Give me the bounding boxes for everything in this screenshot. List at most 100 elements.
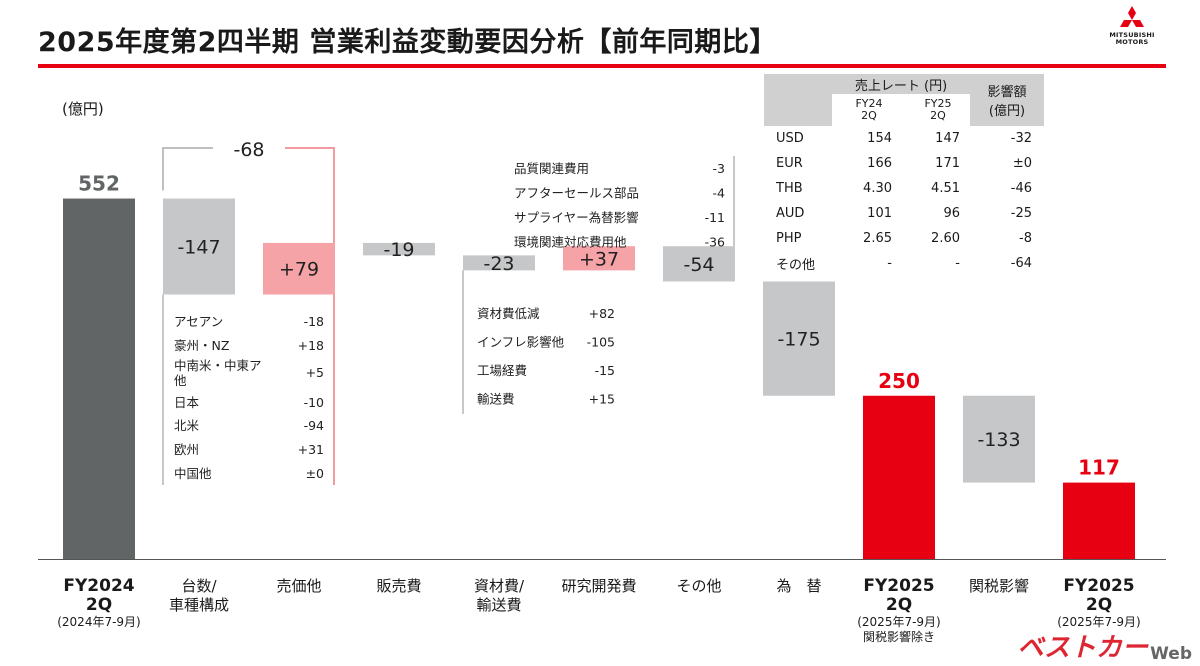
volume-breakdown-label: アセアン	[174, 314, 223, 329]
fx-row: その他 - - -64	[764, 251, 1044, 276]
fx-col-fy25-l2: 2Q	[930, 109, 946, 122]
fx-rate-table: 売上レート (円) 影響額 (億円) FY24 2Q FY25 2Q USD 15…	[764, 74, 1044, 276]
watermark-brand: ベストカー	[1017, 633, 1148, 663]
fx-fy24: 2.65	[863, 231, 892, 246]
materials-breakdown-label: 工場経費	[477, 363, 527, 378]
fx-fy25: 171	[935, 156, 960, 171]
fx-impact: -64	[1010, 256, 1032, 271]
waterfall-bar	[163, 198, 235, 295]
other-breakdown-label: 環境関連対応費用他	[514, 235, 627, 250]
fx-impact: -32	[1010, 131, 1032, 146]
volume-breakdown-label: 日本	[174, 395, 200, 410]
fx-fy24: -	[887, 256, 892, 271]
bar-value-label: +79	[279, 259, 319, 281]
volume-breakdown-value: -10	[304, 395, 324, 410]
other-breakdown-value: -11	[705, 210, 725, 225]
bar-value-label: -54	[683, 254, 714, 276]
unit-label: (億円)	[62, 100, 104, 118]
waterfall-bar	[63, 198, 135, 559]
volume-breakdown-label: 豪州・NZ	[174, 338, 229, 353]
logo-text-1: MITSUBISHI	[1109, 31, 1155, 39]
category-label-sub: 関税影響除き	[862, 630, 935, 644]
fx-header-blank	[764, 74, 832, 94]
fx-row: EUR 166 171 ±0	[764, 151, 1044, 176]
bar-value-label: -23	[483, 253, 514, 275]
category-label-line: 為 替	[776, 577, 822, 595]
volume-breakdown-value: -94	[304, 418, 324, 433]
fx-currency: THB	[776, 181, 803, 196]
fx-fy25: -	[955, 256, 960, 271]
fx-fy24: 101	[867, 206, 892, 221]
other-breakdown-value: -4	[713, 186, 726, 201]
fx-impact: -46	[1010, 181, 1032, 196]
other-breakdown-label: サプライヤー為替影響	[514, 210, 639, 225]
fx-header-rate: 売上レート (円)	[832, 74, 970, 94]
other-breakdown-label: 品質関連費用	[514, 161, 589, 176]
bar-value-label: 552	[78, 172, 120, 196]
volume-breakdown-label: 北米	[174, 418, 200, 433]
other-breakdown-label: アフターセールス部品	[514, 186, 639, 201]
volume-breakdown-label-cont: 他	[174, 373, 187, 388]
waterfall-bar	[363, 242, 435, 256]
fx-currency: その他	[776, 258, 816, 273]
fx-col-fy25: FY25 2Q	[906, 94, 970, 126]
category-label-line: 関税影響	[968, 577, 1029, 595]
fx-row: USD 154 147 -32	[764, 126, 1044, 151]
category-label-sub: (2025年7-9月)	[857, 615, 941, 629]
materials-breakdown-label: 輸送費	[477, 392, 515, 407]
category-label: FY2025 2Q (2025年7-9月) 関税影響除き	[839, 577, 959, 645]
logo-text-2: MOTORS	[1115, 38, 1149, 46]
waterfall-bar	[463, 255, 535, 271]
title-rule	[38, 64, 1166, 68]
fx-header-row: 売上レート (円) 影響額 (億円)	[764, 74, 1044, 126]
fx-col-fy24-l1: FY24	[855, 97, 883, 110]
volume-breakdown-label: 中南米・中東ア	[174, 358, 262, 373]
fx-fy25: 96	[943, 206, 960, 221]
waterfall-bar	[1063, 482, 1135, 559]
category-label-line: その他	[676, 577, 722, 595]
category-label-line: FY2025	[1063, 576, 1135, 596]
materials-breakdown-value: +15	[589, 392, 615, 407]
volume-breakdown-value: +31	[298, 442, 324, 457]
category-label-line: 2Q	[1085, 595, 1113, 615]
other-breakdown-value: -36	[705, 235, 725, 250]
category-label-line: 販売費	[376, 577, 422, 595]
category-label: FY2024 2Q (2024年7-9月)	[39, 577, 159, 630]
fx-fy25: 2.60	[931, 231, 960, 246]
volume-breakdown-label: 欧州	[174, 442, 199, 457]
bracket-total-label: -68	[233, 139, 264, 161]
fx-impact: -25	[1010, 206, 1032, 221]
category-label: 資材費/輸送費	[439, 577, 559, 615]
waterfall-bar	[963, 395, 1035, 483]
fx-fy24: 154	[867, 131, 892, 146]
category-label: 売価他	[239, 577, 359, 596]
bar-value-label: 117	[1078, 456, 1120, 480]
category-label: FY2025 2Q (2025年7-9月)	[1039, 577, 1159, 630]
waterfall-bar	[263, 242, 335, 295]
materials-breakdown-label: 資材費低減	[477, 306, 540, 321]
waterfall-bar	[563, 246, 635, 271]
fx-col-fy25-l1: FY25	[924, 97, 952, 110]
company-logo: MITSUBISHI MOTORS	[1106, 6, 1158, 46]
watermark-suffix: Web	[1150, 644, 1192, 664]
category-label-line: FY2025	[863, 576, 935, 596]
fx-fy25: 147	[935, 131, 960, 146]
category-label: 販売費	[339, 577, 459, 596]
fx-row: THB 4.30 4.51 -46	[764, 176, 1044, 201]
page-title: 2025年度第2四半期 営業利益変動要因分析【前年同期比】	[38, 27, 777, 58]
category-label-line: 輸送費	[476, 596, 522, 614]
volume-breakdown-label: 中国他	[174, 466, 212, 481]
materials-breakdown-value: +82	[589, 306, 615, 321]
category-label-sub: (2024年7-9月)	[57, 615, 141, 629]
materials-breakdown-value: -15	[595, 363, 615, 378]
other-breakdown-value: -3	[713, 161, 725, 176]
category-label-line: 資材費/	[473, 577, 525, 595]
fx-impact: ±0	[1012, 156, 1032, 171]
fx-fy24: 4.30	[863, 181, 892, 196]
volume-breakdown-value: -18	[304, 314, 324, 329]
category-label: 台数/車種構成	[139, 577, 259, 615]
category-label-sub: (2025年7-9月)	[1057, 615, 1141, 629]
category-label-line: 売価他	[276, 577, 322, 595]
waterfall-bar	[663, 246, 735, 282]
